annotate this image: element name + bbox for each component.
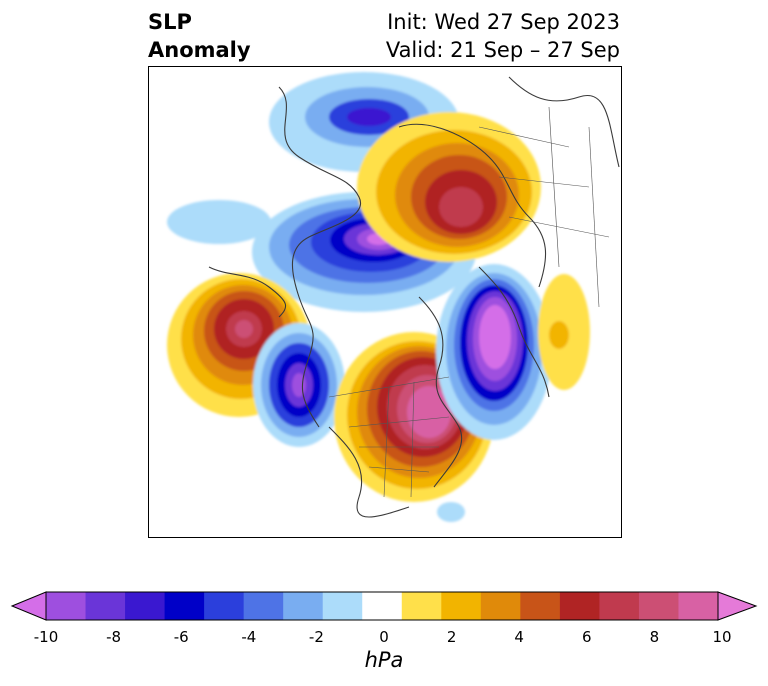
colorbar-cell	[283, 592, 324, 620]
colorbar-cell	[164, 592, 205, 620]
init-date: Init: Wed 27 Sep 2023	[387, 10, 620, 34]
colorbar-tick-label: -10	[33, 628, 59, 646]
high-east	[538, 274, 590, 390]
colorbar-cell	[85, 592, 126, 620]
colorbar-cell	[480, 592, 521, 620]
colorbar-tick-label: 6	[582, 628, 592, 646]
low-alaska	[253, 323, 345, 447]
colorbar-cell	[322, 592, 363, 620]
colorbar-cell	[441, 592, 482, 620]
valid-range: Valid: 21 Sep – 27 Sep	[385, 38, 620, 62]
colorbar-unit: hPa	[364, 648, 404, 672]
colorbar-cell	[125, 592, 166, 620]
colorbar-extend-low	[10, 591, 47, 621]
colorbar-cell	[401, 592, 442, 620]
borders	[328, 106, 610, 498]
colorbar-cell	[204, 592, 245, 620]
colorbar-extend-high	[717, 591, 758, 621]
colorbar-cell	[599, 592, 640, 620]
title-variable: SLP	[148, 10, 192, 34]
colorbar-tick-label: -6	[173, 628, 189, 646]
low-atlantic	[436, 264, 552, 440]
colorbar-tick-label: 8	[649, 628, 660, 646]
colorbar-cell	[520, 592, 561, 620]
colorbar-tick-label: 0	[379, 628, 389, 646]
colorbar-tick-label: -2	[308, 628, 324, 646]
title-right: Init: Wed 27 Sep 2023 Valid: 21 Sep – 27…	[386, 8, 620, 64]
colorbar-frame	[45, 591, 719, 621]
colorbar-tick-label: 4	[514, 628, 524, 646]
colorbar-cell	[638, 592, 679, 620]
colorbar-tick-label: -4	[241, 628, 257, 646]
coastlines	[208, 76, 620, 518]
title-subvariable: Anomaly	[148, 38, 251, 62]
colorbar-tick-label: 2	[446, 628, 457, 646]
title-left: SLP Anomaly	[148, 8, 251, 64]
colorbar	[10, 591, 758, 621]
colorbar-cell	[362, 592, 403, 620]
colorbar-tick-label: -8	[106, 628, 122, 646]
colorbar-cell	[243, 592, 284, 620]
colorbar-cell	[678, 592, 719, 620]
colorbar-cell	[559, 592, 600, 620]
colorbar-cell	[46, 592, 87, 620]
anomaly-map	[167, 72, 620, 522]
map-panel	[148, 66, 622, 538]
colorbar-tick-label: 10	[712, 628, 732, 646]
